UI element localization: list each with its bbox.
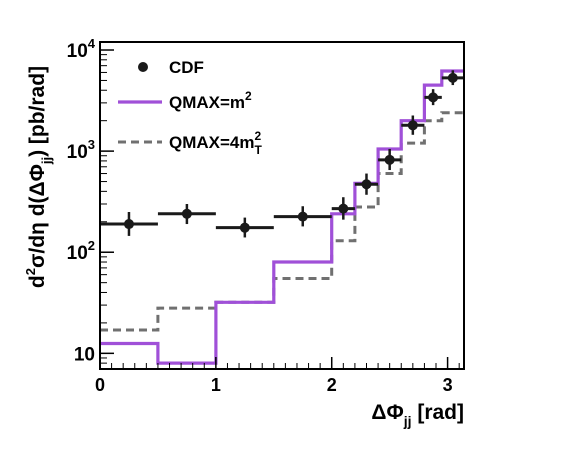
cdf-marker — [123, 219, 134, 230]
cdf-point-3 — [215, 217, 274, 238]
cdf-marker — [384, 154, 395, 165]
svg-text:d2σ/dη d(ΔΦjj) [pb/rad]: d2σ/dη d(ΔΦjj) [pb/rad] — [23, 66, 54, 288]
legend-label-cdf: CDF — [169, 58, 204, 77]
cdf-marker — [428, 92, 439, 103]
series-qmax-m2-line — [100, 69, 464, 365]
cdf-marker — [407, 120, 418, 131]
y-tick-label: 103 — [67, 137, 95, 163]
legend-label-qmax_m2: QMAX=m2 — [169, 89, 252, 112]
y-tick-label: 10 — [74, 344, 95, 365]
cdf-marker — [239, 222, 250, 233]
cdf-point-8 — [401, 115, 425, 135]
ylabel-sup: 2 — [23, 268, 38, 275]
xlabel-prefix: ΔΦ — [371, 401, 403, 424]
legend-entry-cdf: CDF — [138, 58, 204, 77]
legend-entry-qmax_4mt2: QMAX=4m2 T — [118, 129, 263, 157]
cdf-point-5 — [331, 197, 355, 220]
cdf-point-6 — [354, 173, 379, 195]
x-tick-label: 3 — [443, 375, 453, 395]
cdf-point-1 — [100, 211, 158, 236]
x-tick-label: 2 — [327, 375, 337, 395]
cdf-point-2 — [157, 203, 216, 225]
y-tick-label: 104 — [67, 36, 96, 62]
series-qmax-4mt2-line — [100, 111, 464, 332]
x-tick-label: 0 — [95, 375, 105, 395]
cdf-point-10 — [441, 70, 464, 86]
legend: CDF QMAX=m2 QMAX=4m2 T — [118, 58, 263, 157]
legend-marker-cdf — [138, 62, 148, 72]
cdf-point-7 — [378, 148, 402, 171]
cdf-marker — [338, 203, 349, 214]
legend-label-qmax_4mt2: QMAX=4m2 T — [169, 129, 263, 157]
ylabel-sub: jj — [39, 157, 54, 165]
legend-entry-qmax_m2: QMAX=m2 — [118, 89, 252, 112]
ylabel-part2: σ/dη d(ΔΦ — [26, 164, 49, 268]
plot-frame — [99, 41, 465, 370]
ylabel-part3: ) [pb/rad] — [26, 66, 49, 157]
cdf-marker — [447, 72, 458, 83]
x-axis-label: ΔΦjj [rad] — [371, 401, 464, 429]
series-layer — [100, 69, 464, 365]
ticks-layer: 0 1 2 3 10 102 103 104 — [67, 36, 460, 395]
x-tick-label: 1 — [211, 375, 221, 395]
svg-text:ΔΦjj [rad]: ΔΦjj [rad] — [371, 401, 464, 429]
cdf-point-9 — [424, 89, 442, 106]
y-tick-label: 102 — [67, 238, 95, 264]
xlabel-unit: [rad] — [412, 401, 465, 424]
cdf-marker — [297, 211, 308, 222]
y-axis-label: d2σ/dη d(ΔΦjj) [pb/rad] — [23, 66, 54, 288]
cdf-point-4 — [273, 206, 332, 227]
ylabel-part1: d — [26, 275, 49, 288]
cdf-marker — [361, 179, 372, 190]
xlabel-sub: jj — [403, 413, 412, 429]
cdf-marker — [181, 208, 192, 219]
